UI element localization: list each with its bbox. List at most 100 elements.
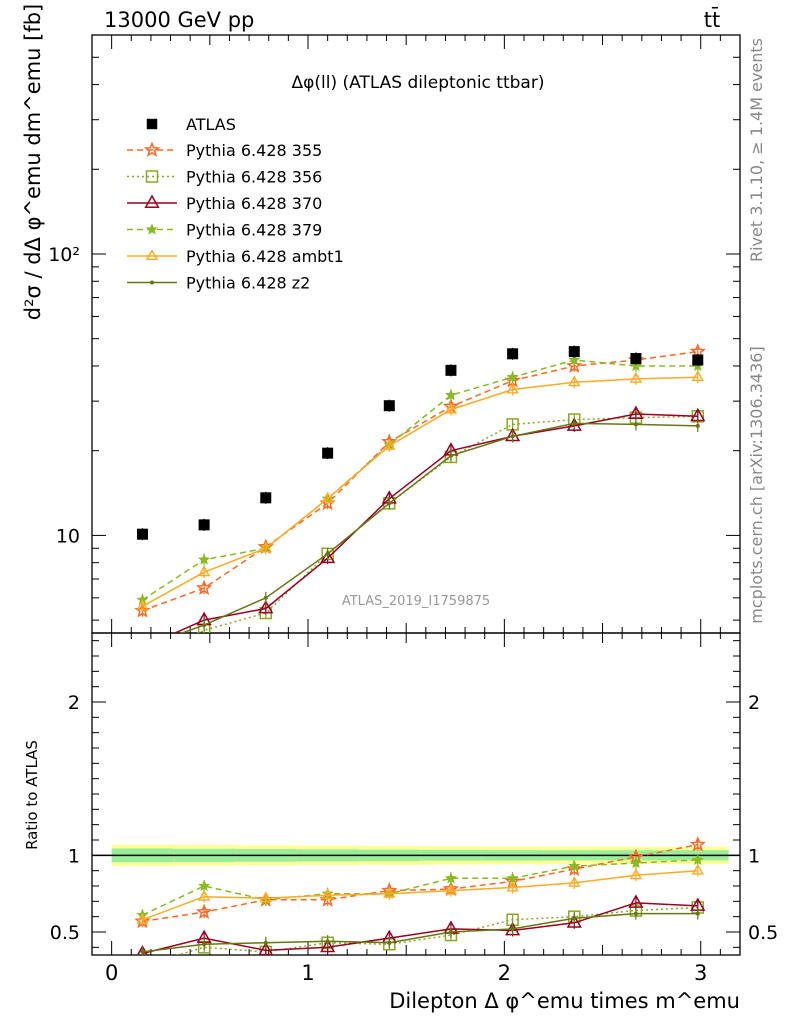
data-point [198,553,211,565]
data-point [143,141,161,157]
ratio-y-tick-label-right: 0.5 [748,922,778,944]
rivet-label: Rivet 3.1.10, ≥ 1.4M events [747,38,766,262]
ratio-series-3-line [142,859,698,916]
data-point [572,421,577,426]
ratio-y-tick-label-right: 1 [748,845,760,867]
series-3-line [142,359,698,601]
source-label: mcplots.cern.ch [arXiv:1306.3436] [747,346,766,623]
y-tick-label: 10² [48,244,80,266]
main-series-layer [134,343,706,666]
series-2-line [173,413,698,633]
data-point [195,579,213,595]
data-point [325,939,330,944]
series-0-line [142,350,698,612]
process-label: tt̄ [704,7,720,32]
ratio-y-tick-label: 2 [68,692,80,714]
data-point [629,371,643,383]
data-point [140,949,145,954]
plot-title: Δφ(ll) (ATLAS dileptonic ttbar) [292,73,545,93]
data-point [197,889,211,901]
data-point [146,118,158,130]
data-point [320,938,336,953]
data-point [628,894,644,908]
analysis-watermark: ATLAS_2019_I1759875 [342,594,490,609]
axis-ticks [92,34,740,955]
data-point [383,886,396,898]
data-point [629,868,643,880]
data-point [444,871,457,884]
data-point [145,249,159,260]
data-point [568,876,581,887]
data-point [136,912,149,924]
ratio-y-tick-label-right: 2 [748,692,760,714]
series-5-line [180,422,698,633]
data-point [448,930,453,934]
data-point [633,911,638,916]
data-point [633,422,638,427]
data-point [136,599,149,611]
data-point [695,423,700,428]
data-point [259,541,272,553]
data-point [197,565,211,577]
data-point [195,903,213,920]
data-point [510,434,515,439]
data-point [566,914,582,928]
data-point [628,405,644,419]
data-point [259,891,272,903]
ratio-y-tick-label: 0.5 [50,922,80,944]
ratio-series-5-line [142,912,698,953]
y-tick-label: 10 [56,525,80,547]
legend-entry: Pythia 6.428 370 [186,194,322,213]
x-axis-label: Dilepton Δ φ^emu times m^emu [389,989,740,1013]
data-point [444,402,458,414]
data-point [629,359,642,372]
data-point [506,880,519,892]
data-point [198,879,211,892]
x-tick-label: 0 [105,961,118,985]
data-point [258,599,274,614]
data-point [136,528,148,540]
data-point [202,942,207,947]
data-point [322,447,334,459]
data-point [387,501,392,506]
data-point [263,595,268,600]
x-tick-label: 1 [301,961,314,985]
data-point [506,871,519,884]
data-point [136,640,149,651]
data-point [506,382,519,394]
data-point [629,856,642,869]
data-point [691,853,704,866]
ratio-series-4-line [142,869,698,921]
data-point [258,941,274,955]
data-point [144,194,160,208]
data-point [568,859,581,872]
data-point [137,960,148,971]
data-point [150,280,154,285]
data-point [263,940,268,945]
data-point [137,655,148,666]
ratio-series-0-line [142,843,698,923]
data-point [568,353,581,366]
data-point [145,170,159,183]
data-point [325,551,330,556]
data-point [321,888,334,900]
legend-entry: Pythia 6.428 379 [186,221,322,240]
data-point [444,883,458,895]
data-point [260,492,272,504]
ratio-series-layer [134,836,706,971]
data-point [630,353,642,365]
ratio-series-2-line [142,902,698,955]
energy-label: 13000 GeV pp [104,8,254,32]
data-point [383,438,396,450]
legend-entry: Pythia 6.428 ambt1 [186,247,344,266]
legend-entry-atlas: ATLAS [186,115,236,134]
data-point [568,375,581,387]
x-tick-label: 3 [694,961,707,985]
data-point [510,926,515,931]
data-point [572,916,577,921]
data-point [691,863,704,875]
data-point [506,370,519,383]
legend: ATLAS Pythia 6.428 355 Pythia 6.428 356 Pyt… [127,115,344,293]
legend-entry: Pythia 6.428 z2 [186,274,310,293]
